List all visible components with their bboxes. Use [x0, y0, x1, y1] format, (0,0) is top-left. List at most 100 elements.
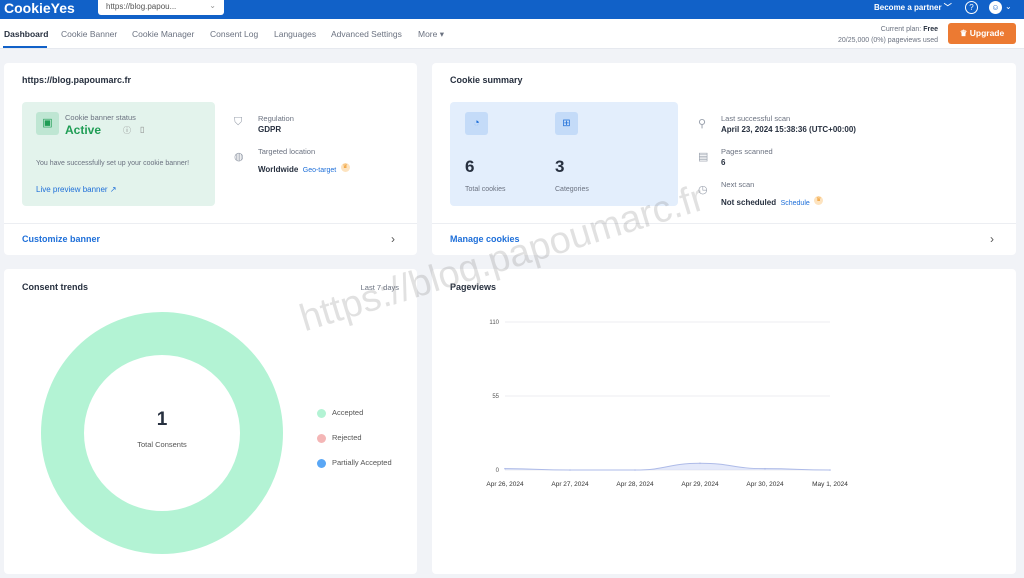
y-tick-label: 0 [496, 468, 500, 474]
clock-icon: ◷ [698, 184, 708, 196]
customize-banner-label: Customize banner [22, 234, 101, 244]
legend-label: Accepted [332, 408, 364, 417]
document-icon[interactable]: ▯ [140, 125, 145, 134]
tab-languages[interactable]: Languages [274, 29, 317, 39]
logo[interactable]: CookieYes [4, 0, 75, 16]
categories-icon: ⊞ [555, 112, 578, 135]
pageviews-chart: 0 55 110 Apr 26, 2024 Apr 27, 2024 Apr 28, 20… [486, 320, 848, 488]
total-consents-value: 1 [156, 409, 168, 430]
data-point [634, 469, 636, 471]
last-scan-value: April 23, 2024 15:38:36 (UTC+00:00) [721, 125, 856, 134]
tab-more[interactable]: More ▾ [418, 29, 444, 39]
avatar-icon[interactable]: ☺ [989, 1, 1002, 14]
live-preview-link[interactable]: Live preview banner ↗ [36, 185, 117, 194]
top-bar: CookieYes https://blog.papou... ⌄ Become … [0, 0, 1024, 19]
site-select-value: https://blog.papou... [106, 2, 177, 11]
pageviews-card: Pageviews 0 55 110 Apr 26, 2024 Apr 27, 2024… [432, 269, 1016, 574]
data-point [699, 462, 701, 465]
categories-label: Categories [555, 186, 589, 193]
geo-target-link[interactable]: Geo-target [302, 167, 337, 174]
pageviews-title: Pageviews [450, 282, 497, 292]
external-link-icon: ↗ [109, 185, 117, 194]
last-scan-label: Last successful scan [721, 114, 791, 123]
pages-scanned-value: 6 [721, 158, 726, 167]
total-consents-label: Total Consents [137, 440, 187, 449]
consent-trends-card: Consent trends Last 7 days 1 Total Conse… [4, 269, 417, 574]
manage-cookies-label: Manage cookies [450, 234, 520, 244]
customize-banner-link[interactable]: Customize banner › [4, 223, 417, 255]
tab-cookie-banner[interactable]: Cookie Banner [61, 29, 118, 39]
cookie-stats-box: ◔ ⊞ 6 Total cookies 3 Categories [450, 102, 678, 206]
cookie-summary-title: Cookie summary [450, 75, 523, 85]
data-point [504, 467, 506, 470]
data-point [764, 467, 766, 470]
legend-item[interactable]: Accepted [317, 408, 363, 418]
pro-crown-icon: ♛ [814, 196, 824, 206]
plan-info: Current plan: Free 20/25,000 (0%) pagevie… [838, 24, 938, 46]
globe-icon: ◍ [234, 151, 244, 163]
plan-label: Current plan: [880, 26, 922, 33]
document-icon: ▤ [698, 151, 709, 163]
main-nav: Dashboard Cookie Banner Cookie Manager C… [0, 19, 1024, 49]
tab-consent-log[interactable]: Consent Log [210, 29, 259, 39]
site-select[interactable]: https://blog.papou... ⌄ [98, 0, 224, 15]
help-icon[interactable]: ? [965, 1, 978, 14]
tab-cookie-manager[interactable]: Cookie Manager [132, 29, 195, 39]
chevron-right-icon: › [391, 232, 395, 246]
regulation-label: Regulation [258, 114, 294, 123]
consent-trends-title: Consent trends [22, 282, 89, 292]
y-tick-label: 110 [489, 320, 499, 326]
x-tick-label: Apr 26, 2024 [486, 481, 524, 488]
location-label: Targeted location [258, 147, 316, 156]
chevron-right-icon: › [990, 232, 994, 246]
data-point [569, 469, 571, 471]
become-partner-menu[interactable]: Become a partner ﹀ [874, 3, 952, 12]
cookie-summary-card: Cookie summary ◔ ⊞ 6 Total cookies 3 Cat… [432, 63, 1016, 255]
chevron-down-icon: ⌄ [209, 1, 216, 10]
total-cookies-value: 6 [465, 157, 475, 176]
upgrade-button[interactable]: ♛ Upgrade [948, 23, 1016, 44]
pro-crown-icon: ♛ [340, 163, 350, 173]
x-tick-label: Apr 29, 2024 [681, 481, 719, 488]
tab-dashboard[interactable]: Dashboard [4, 29, 49, 39]
x-tick-label: Apr 30, 2024 [746, 481, 784, 488]
status-value: Active [65, 123, 102, 137]
banner-status-box: ▣ Cookie banner status Active ⓘ ▯ You ha… [22, 102, 215, 206]
active-tab-indicator [3, 46, 47, 48]
legend-swatch [317, 458, 326, 468]
legend-label: Rejected [332, 433, 362, 442]
categories-value: 3 [555, 157, 565, 176]
range-selector[interactable]: Last 7 days [360, 283, 399, 292]
search-icon: ⚲ [698, 118, 707, 130]
crown-icon: ♛ [959, 28, 968, 38]
plan-value: Free [923, 26, 938, 33]
banner-status-icon: ▣ [36, 112, 59, 135]
regulation-value: GDPR [258, 125, 282, 134]
data-point [829, 469, 831, 471]
legend-swatch [317, 408, 326, 418]
legend-item[interactable]: Partially Accepted [317, 458, 392, 468]
site-card: https://blog.papoumarc.fr ▣ Cookie banne… [4, 63, 417, 255]
x-tick-label: Apr 27, 2024 [551, 481, 589, 488]
help-icon[interactable]: ⓘ [123, 126, 131, 135]
pageviews-line [504, 462, 831, 471]
consent-donut [41, 312, 283, 554]
y-tick-label: 55 [492, 394, 499, 400]
schedule-link[interactable]: Schedule [780, 200, 810, 207]
chevron-down-icon[interactable]: ⌄ [1005, 2, 1012, 11]
tab-advanced-settings[interactable]: Advanced Settings [331, 29, 402, 39]
usage-text: 20/25,000 (0%) pageviews used [837, 37, 938, 44]
manage-cookies-link[interactable]: Manage cookies › [432, 223, 1016, 255]
legend-item[interactable]: Rejected [317, 433, 362, 443]
upgrade-label: Upgrade [969, 28, 1005, 38]
shield-star-icon: ⛉ [234, 116, 243, 128]
next-scan-label: Next scan [721, 180, 755, 189]
success-message: You have successfully set up your cookie… [36, 160, 190, 167]
live-preview-label: Live preview banner [36, 185, 108, 194]
total-cookies-label: Total cookies [465, 186, 506, 193]
legend-label: Partially Accepted [332, 458, 392, 467]
x-tick-label: Apr 28, 2024 [616, 481, 654, 488]
pages-scanned-label: Pages scanned [721, 147, 773, 156]
x-tick-label: May 1, 2024 [812, 481, 848, 488]
status-label: Cookie banner status [65, 113, 136, 122]
